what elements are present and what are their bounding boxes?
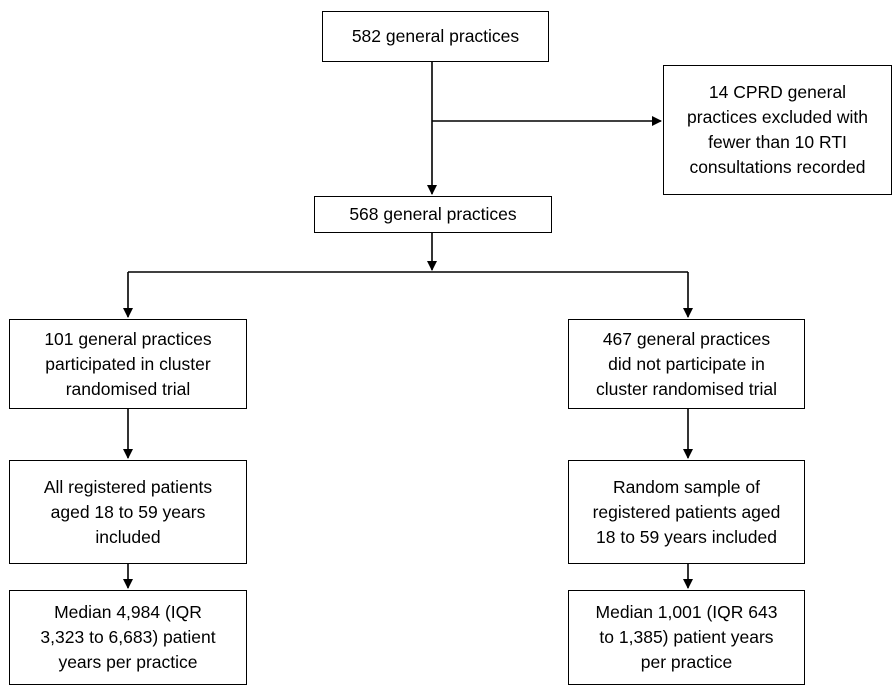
- box-568-label: 568 general practices: [349, 204, 517, 224]
- box-random-sample-label: Random sample of registered patients age…: [592, 476, 781, 547]
- box-participated-label: 101 general practices participated in cl…: [44, 328, 212, 399]
- box-568-practices: 568 general practices: [314, 196, 552, 233]
- box-all-registered: All registered patients aged 18 to 59 ye…: [9, 460, 247, 564]
- box-median-not-participated-label: Median 1,001 (IQR 643 to 1,385) patient …: [595, 602, 778, 672]
- box-not-participated: 467 general practices did not participat…: [568, 319, 805, 409]
- box-median-participated-label: Median 4,984 (IQR 3,323 to 6,683) patien…: [40, 602, 216, 672]
- box-582-label: 582 general practices: [351, 26, 520, 46]
- box-median-participated: Median 4,984 (IQR 3,323 to 6,683) patien…: [9, 590, 247, 685]
- box-random-sample: Random sample of registered patients age…: [568, 460, 805, 564]
- box-excluded-label: 14 CPRD general practices excluded with …: [687, 82, 868, 177]
- box-582-practices: 582 general practices: [322, 11, 549, 62]
- box-median-not-participated: Median 1,001 (IQR 643 to 1,385) patient …: [568, 590, 805, 685]
- box-participated: 101 general practices participated in cl…: [9, 319, 247, 409]
- box-all-registered-label: All registered patients aged 18 to 59 ye…: [43, 476, 213, 547]
- box-not-participated-label: 467 general practices did not participat…: [596, 328, 777, 399]
- box-excluded-practices: 14 CPRD general practices excluded with …: [663, 65, 892, 195]
